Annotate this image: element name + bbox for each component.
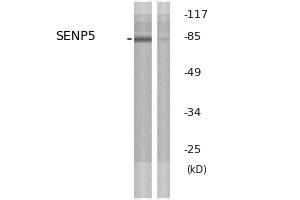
Text: -117: -117: [183, 10, 208, 20]
Text: (kD): (kD): [186, 165, 207, 175]
Text: -85: -85: [183, 32, 201, 42]
Text: -25: -25: [183, 145, 201, 155]
Text: -49: -49: [183, 68, 201, 78]
Text: SENP5: SENP5: [55, 30, 96, 44]
Text: -34: -34: [183, 108, 201, 118]
